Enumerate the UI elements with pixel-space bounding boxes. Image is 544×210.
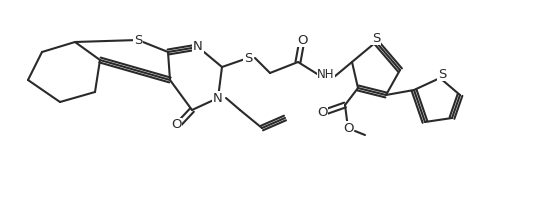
Text: O: O [317,105,327,118]
Text: O: O [343,122,353,134]
Text: S: S [372,32,380,45]
Text: S: S [244,51,252,64]
Text: NH: NH [317,67,335,80]
Text: S: S [438,67,446,80]
Text: N: N [193,41,203,54]
Text: N: N [213,92,223,105]
Text: S: S [134,34,142,46]
Text: O: O [171,118,181,131]
Text: O: O [296,34,307,46]
